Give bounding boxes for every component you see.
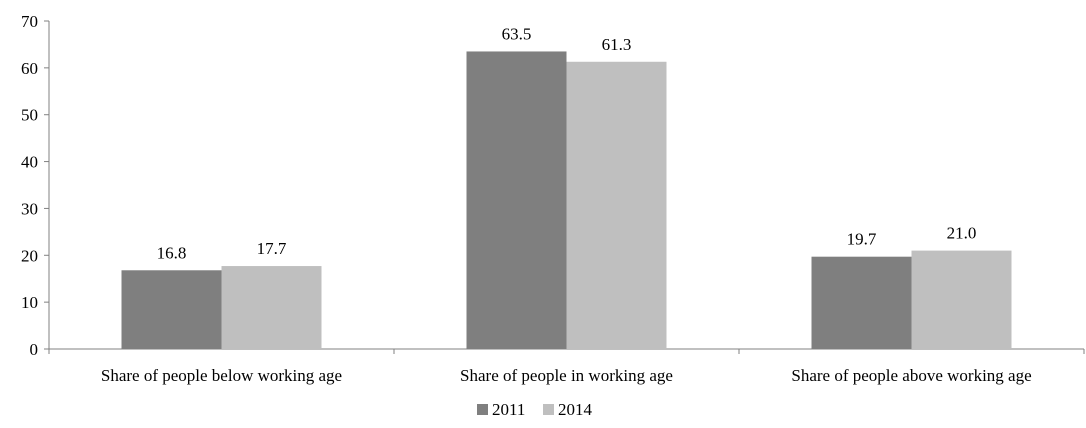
- legend-swatch-2014: [543, 404, 554, 415]
- y-tick-label: 0: [30, 340, 39, 359]
- data-labels: 16.8 17.7 63.5 61.3 19.7 21.0: [157, 24, 977, 262]
- bar-2011: [121, 270, 222, 349]
- legend: 2011 2014: [477, 400, 593, 419]
- bar-2014: [911, 250, 1012, 349]
- y-tick-label: 10: [21, 293, 38, 312]
- legend-item-2011: 2011: [477, 400, 525, 419]
- x-category-label: Share of people in working age: [460, 366, 673, 385]
- x-category-label: Share of people below working age: [101, 366, 342, 385]
- legend-item-2014: 2014: [543, 400, 593, 419]
- bar-2014: [566, 61, 667, 349]
- data-label-2014: 17.7: [257, 239, 287, 258]
- y-tick-label: 50: [21, 106, 38, 125]
- y-tick-label: 20: [21, 246, 38, 265]
- data-label-2014: 61.3: [602, 35, 632, 54]
- bar-2011: [811, 256, 912, 349]
- data-label-2014: 21.0: [947, 224, 977, 243]
- bar-2011: [466, 51, 567, 349]
- data-label-2011: 63.5: [502, 24, 532, 43]
- y-tick-label: 60: [21, 59, 38, 78]
- y-tick-label: 70: [21, 12, 38, 31]
- x-category-label: Share of people above working age: [791, 366, 1031, 385]
- y-tick-label: 40: [21, 153, 38, 172]
- y-tick-label: 30: [21, 199, 38, 218]
- legend-label-2011: 2011: [492, 400, 525, 419]
- legend-swatch-2011: [477, 404, 488, 415]
- data-label-2011: 16.8: [157, 243, 187, 262]
- legend-label-2014: 2014: [558, 400, 593, 419]
- data-label-2011: 19.7: [847, 230, 877, 249]
- bar-2014: [221, 266, 322, 349]
- bars: [121, 51, 1012, 349]
- x-axis: Share of people below working age Share o…: [48, 348, 1085, 385]
- y-axis: 0 10 20 30 40 50 60 70: [21, 12, 50, 359]
